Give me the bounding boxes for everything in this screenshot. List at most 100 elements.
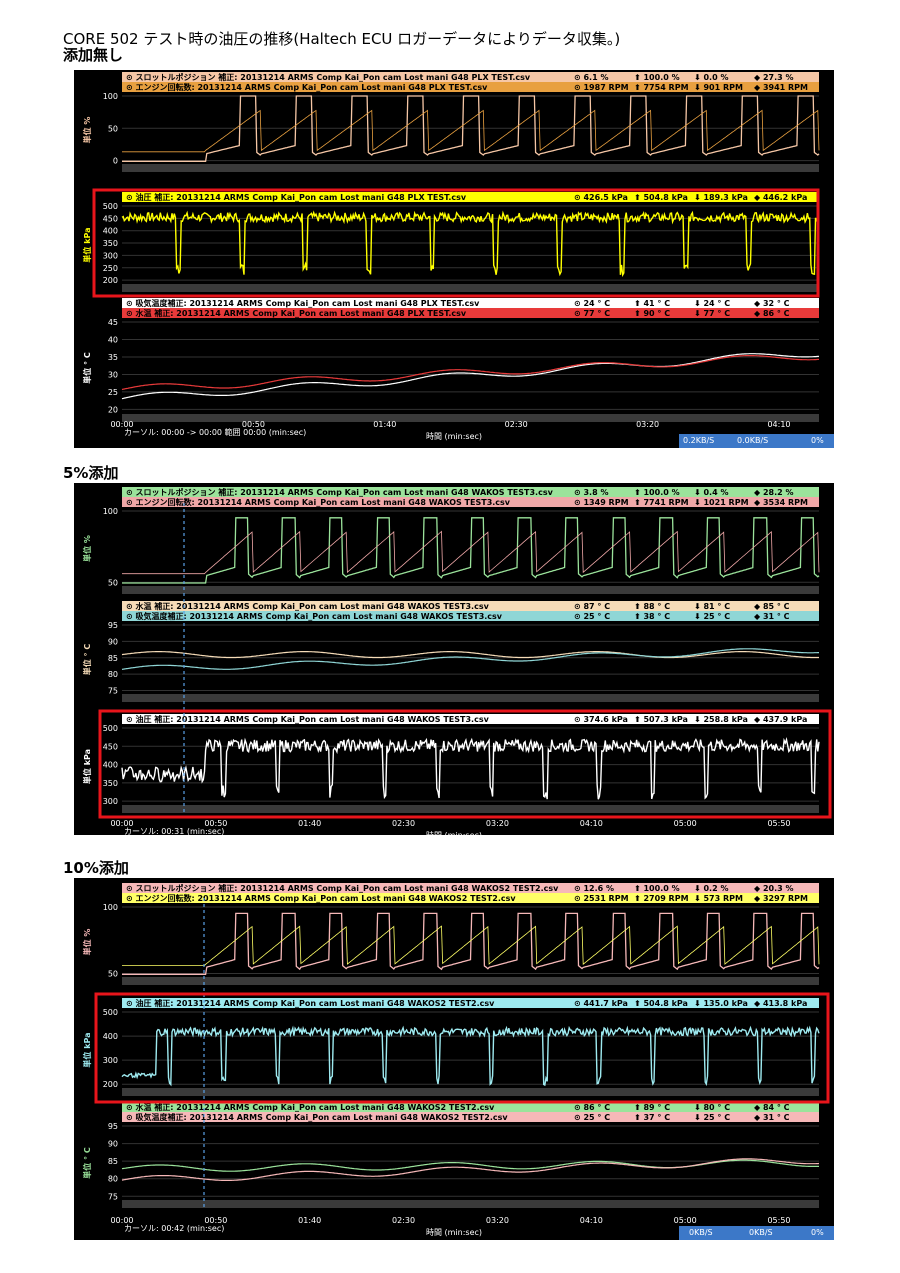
oil-pressure-highlight — [98, 709, 832, 819]
current-value: ⊙ 24 ° C — [574, 299, 610, 308]
y-tick-label: 45 — [108, 318, 118, 327]
logger-screenshot-10pct: ⊙ スロットルポジション 補正: 20131214 ARMS Comp Kai_… — [74, 878, 834, 1240]
series-header-label: ⊙ スロットルポジション 補正: 20131214 ARMS Comp Kai_… — [126, 487, 554, 497]
x-tick-label: 05:50 — [767, 1216, 790, 1225]
series-header-bar — [122, 298, 819, 308]
max-value: ⬆ 504.8 kPa — [634, 999, 688, 1008]
min-value: ⬇ 80 ° C — [694, 1103, 730, 1112]
y-tick-label: 450 — [103, 742, 118, 751]
cursor-readout: カーソル: 00:42 (min:sec) — [124, 1224, 224, 1233]
series-header-bar — [122, 998, 819, 1008]
min-value: ⬇ 0.0 % — [694, 73, 728, 82]
series-header-label: ⊙ エンジン回転数: 20131214 ARMS Comp Kai_Pon ca… — [126, 497, 511, 507]
y-tick-label: 75 — [108, 687, 118, 696]
section-label-5pct: 5%添加 — [63, 464, 119, 482]
y-tick-label: 100 — [103, 903, 118, 912]
y-tick-label: 250 — [103, 264, 118, 273]
max-value: ⬆ 88 ° C — [634, 602, 670, 611]
oil-pressure-line — [121, 210, 820, 278]
min-value: ⬇ 135.0 kPa — [694, 999, 748, 1008]
min-value: ⬇ 77 ° C — [694, 309, 730, 318]
logger-chart-5pct: ⊙ スロットルポジション 補正: 20131214 ARMS Comp Kai_… — [82, 487, 832, 835]
avg-value: ◆ 20.3 % — [754, 884, 793, 893]
x-tick-label: 05:50 — [767, 819, 790, 828]
current-value: ⊙ 1349 RPM — [574, 498, 629, 507]
y-tick-label: 400 — [103, 227, 118, 236]
x-tick-label: 02:30 — [392, 1216, 415, 1225]
avg-value: ◆ 27.3 % — [754, 73, 793, 82]
download-rate: 0.2KB/S — [683, 436, 715, 445]
section-label-none: 添加無し — [63, 46, 124, 64]
y-tick-label: 85 — [108, 654, 118, 663]
max-value: ⬆ 504.8 kPa — [634, 193, 688, 202]
current-value: ⊙ 426.5 kPa — [574, 193, 628, 202]
y-tick-label: 50 — [108, 578, 118, 587]
series-header-bar — [122, 893, 819, 903]
avg-value: ◆ 84 ° C — [754, 1103, 790, 1112]
avg-value: ◆ 31 ° C — [754, 612, 790, 621]
temperature-line — [121, 651, 819, 659]
x-axis-label: 時間 (min:sec) — [426, 1228, 482, 1237]
y-tick-label: 350 — [103, 239, 118, 248]
throttle-line — [122, 912, 820, 975]
current-value: ⊙ 1987 RPM — [574, 83, 629, 92]
y-tick-label: 100 — [103, 92, 118, 101]
current-value: ⊙ 87 ° C — [574, 602, 610, 611]
panel-scrollbar — [122, 1088, 819, 1096]
min-value: ⬇ 1021 RPM — [694, 498, 749, 507]
x-tick-label: 04:10 — [767, 420, 790, 429]
x-axis-label: 時間 (min:sec) — [426, 831, 482, 835]
max-value: ⬆ 507.3 kPa — [634, 715, 688, 724]
avg-value: ◆ 3297 RPM — [754, 894, 808, 903]
series-header-label: ⊙ 水温 補正: 20131214 ARMS Comp Kai_Pon cam … — [126, 1102, 495, 1112]
series-header-label: ⊙ エンジン回転数: 20131214 ARMS Comp Kai_Pon ca… — [126, 82, 488, 92]
x-tick-label: 04:10 — [580, 819, 603, 828]
x-tick-label: 04:10 — [580, 1216, 603, 1225]
y-axis-label: 単位 % — [82, 929, 92, 956]
avg-value: ◆ 28.2 % — [754, 488, 793, 497]
series-header-bar — [122, 714, 819, 724]
x-tick-label: 03:20 — [486, 819, 509, 828]
avg-value: ◆ 413.8 kPa — [754, 999, 807, 1008]
upload-rate: 0KB/S — [749, 1228, 773, 1237]
y-axis-label: 単位 kPa — [82, 227, 92, 262]
y-tick-label: 30 — [108, 370, 118, 379]
y-tick-label: 300 — [103, 1056, 118, 1065]
y-tick-label: 20 — [108, 405, 118, 414]
min-value: ⬇ 258.8 kPa — [694, 715, 748, 724]
x-tick-label: 00:50 — [204, 819, 227, 828]
status-bar: 0.2KB/S 0.0KB/S 0% — [679, 434, 834, 448]
panel-scrollbar — [122, 805, 819, 813]
max-value: ⬆ 100.0 % — [634, 73, 680, 82]
oil-pressure-highlight — [92, 188, 820, 298]
y-tick-label: 75 — [108, 1192, 118, 1201]
oil-pressure-line — [121, 736, 820, 800]
max-value: ⬆ 7741 RPM — [634, 498, 689, 507]
y-axis-label: 単位 kPa — [82, 749, 92, 784]
avg-value: ◆ 86 ° C — [754, 309, 790, 318]
y-tick-label: 35 — [108, 353, 118, 362]
current-value: ⊙ 25 ° C — [574, 612, 610, 621]
cursor-readout: カーソル: 00:00 -> 00:00 範囲 00:00 (min:sec) — [124, 427, 306, 437]
x-tick-label: 01:40 — [298, 1216, 321, 1225]
y-tick-label: 95 — [108, 621, 118, 630]
series-header-label: ⊙ スロットルポジション 補正: 20131214 ARMS Comp Kai_… — [126, 883, 559, 893]
avg-value: ◆ 437.9 kPa — [754, 715, 807, 724]
x-tick-label: 05:00 — [674, 819, 697, 828]
cursor-readout: カーソル: 00:31 (min:sec) — [124, 827, 224, 835]
status-bar: 0KB/S 0KB/S 0% — [679, 1226, 834, 1240]
y-tick-label: 400 — [103, 761, 118, 770]
x-axis-label: 時間 (min:sec) — [426, 432, 482, 441]
y-tick-label: 90 — [108, 1140, 118, 1149]
max-value: ⬆ 90 ° C — [634, 309, 670, 318]
x-tick-label: 03:20 — [486, 1216, 509, 1225]
current-value: ⊙ 2531 RPM — [574, 894, 629, 903]
series-header-label: ⊙ 油圧 補正: 20131214 ARMS Comp Kai_Pon cam … — [126, 998, 495, 1008]
min-value: ⬇ 0.2 % — [694, 884, 728, 893]
min-value: ⬇ 189.3 kPa — [694, 193, 748, 202]
y-tick-label: 200 — [103, 276, 118, 285]
y-tick-label: 100 — [103, 507, 118, 516]
panel-scrollbar — [122, 284, 819, 292]
y-tick-label: 95 — [108, 1122, 118, 1131]
x-tick-label: 00:50 — [204, 1216, 227, 1225]
